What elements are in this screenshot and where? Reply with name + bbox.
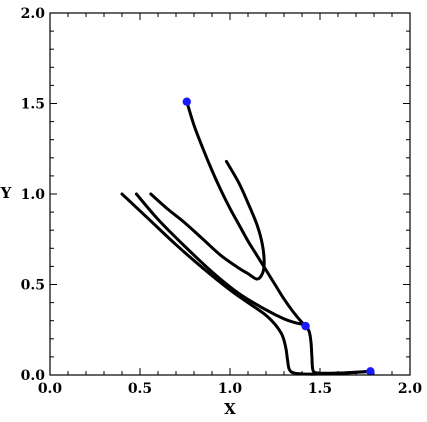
x-tick-label: 0.0 [38, 381, 63, 397]
plot-frame [49, 12, 411, 376]
x-tick-label: 1.5 [308, 381, 332, 397]
points-layer [182, 97, 375, 376]
series-line-1 [185, 100, 308, 328]
series-line-2 [149, 159, 266, 281]
y-tick-label: 1.0 [21, 187, 46, 203]
x-axis-label: X [224, 400, 236, 418]
series-line-3 [134, 192, 308, 328]
x-tick-label: 0.5 [128, 381, 152, 397]
tick-labels-layer: 0.0 0.5 1.0 1.5 2.0 0.0 0.5 1.0 1.5 2.0 [21, 6, 423, 397]
ticks-layer [49, 12, 411, 376]
y-tick-label: 2.0 [21, 6, 46, 22]
y-axis-label: Y [0, 184, 12, 202]
y-tick-label: 0.0 [21, 368, 46, 384]
y-tick-label: 1.5 [21, 97, 45, 113]
series-layer [120, 100, 372, 376]
y-tick-label: 0.5 [21, 278, 45, 294]
series-line-4 [120, 192, 372, 376]
series-line-5 [304, 324, 372, 375]
data-point-3 [366, 367, 375, 376]
data-point-1 [182, 97, 191, 106]
x-tick-label: 1.0 [218, 381, 243, 397]
data-point-2 [301, 321, 310, 331]
x-tick-label: 2.0 [398, 381, 423, 397]
